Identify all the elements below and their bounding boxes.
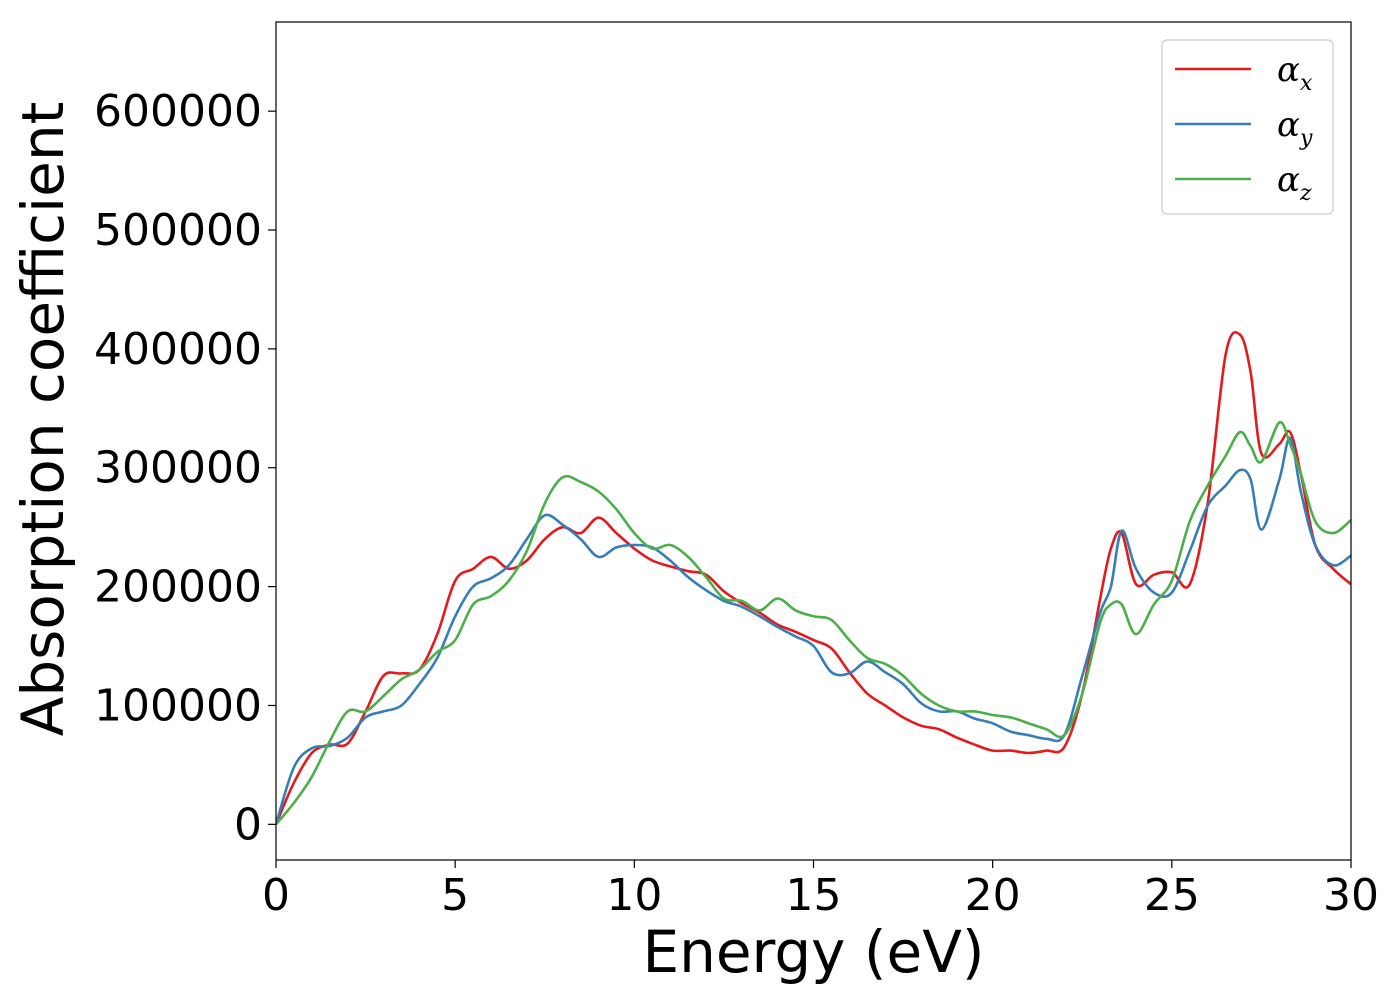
legend-subscript: z <box>1299 181 1312 206</box>
legend-symbol: α <box>1277 50 1300 90</box>
legend-label-z: αz <box>1277 160 1312 206</box>
ticks-layer: 0 5 10 15 20 25 30 0 100000 200000 300000 400000 500… <box>94 86 1379 921</box>
x-tick-label: 15 <box>786 870 842 921</box>
y-tick-label: 600000 <box>94 86 262 137</box>
x-tick-label: 0 <box>262 870 290 921</box>
y-tick-label: 200000 <box>94 562 262 613</box>
legend-subscript: x <box>1300 71 1313 96</box>
legend-subscript: y <box>1299 126 1313 151</box>
legend-label-x: αx <box>1277 50 1313 96</box>
legend-symbol: α <box>1277 105 1300 145</box>
legend-symbol: α <box>1277 160 1300 200</box>
x-tick-label: 10 <box>606 870 662 921</box>
legend-label-y: αy <box>1277 105 1313 151</box>
y-tick-label: 100000 <box>94 680 262 731</box>
x-tick-label: 5 <box>441 870 469 921</box>
y-tick-label: 500000 <box>94 205 262 256</box>
x-tick-label: 25 <box>1144 870 1200 921</box>
y-tick-label: 400000 <box>94 324 262 375</box>
x-tick-label: 30 <box>1323 870 1379 921</box>
series-layer <box>276 330 1351 826</box>
series-line-z <box>276 421 1351 826</box>
y-tick-label: 300000 <box>94 443 262 494</box>
y-tick-label: 0 <box>234 799 262 850</box>
series-line-y <box>276 436 1351 825</box>
x-axis-title: Energy (eV) <box>642 918 984 986</box>
y-axis-title: Absorption coefficient <box>9 102 77 737</box>
legend-box <box>1161 39 1334 215</box>
x-tick-label: 20 <box>965 870 1021 921</box>
